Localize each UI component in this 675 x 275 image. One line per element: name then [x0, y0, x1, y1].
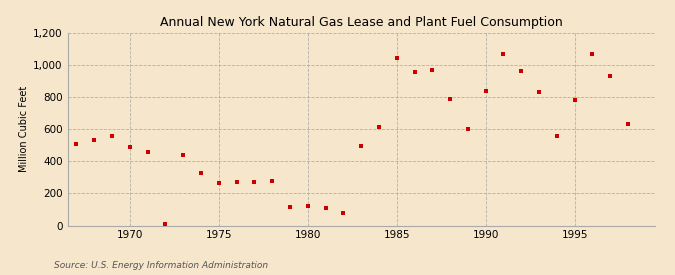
Point	[231, 180, 242, 184]
Point	[569, 98, 580, 103]
Point	[409, 69, 420, 74]
Point	[124, 145, 135, 149]
Point	[285, 205, 296, 209]
Point	[605, 73, 616, 78]
Point	[551, 134, 562, 139]
Point	[481, 89, 491, 93]
Point	[356, 144, 367, 148]
Point	[71, 142, 82, 147]
Point	[249, 180, 260, 184]
Point	[320, 206, 331, 210]
Point	[392, 56, 402, 60]
Title: Annual New York Natural Gas Lease and Plant Fuel Consumption: Annual New York Natural Gas Lease and Pl…	[160, 16, 562, 29]
Point	[587, 52, 598, 56]
Point	[142, 150, 153, 154]
Point	[534, 89, 545, 94]
Point	[373, 125, 384, 129]
Point	[445, 97, 456, 101]
Point	[516, 68, 526, 73]
Point	[498, 52, 509, 56]
Point	[462, 127, 473, 131]
Y-axis label: Million Cubic Feet: Million Cubic Feet	[19, 86, 29, 172]
Point	[196, 170, 207, 175]
Point	[89, 138, 100, 142]
Point	[302, 204, 313, 208]
Text: Source: U.S. Energy Information Administration: Source: U.S. Energy Information Administ…	[54, 260, 268, 270]
Point	[213, 181, 224, 185]
Point	[427, 68, 437, 72]
Point	[267, 178, 277, 183]
Point	[338, 210, 349, 215]
Point	[178, 153, 188, 157]
Point	[622, 122, 633, 127]
Point	[160, 222, 171, 226]
Point	[107, 133, 117, 138]
